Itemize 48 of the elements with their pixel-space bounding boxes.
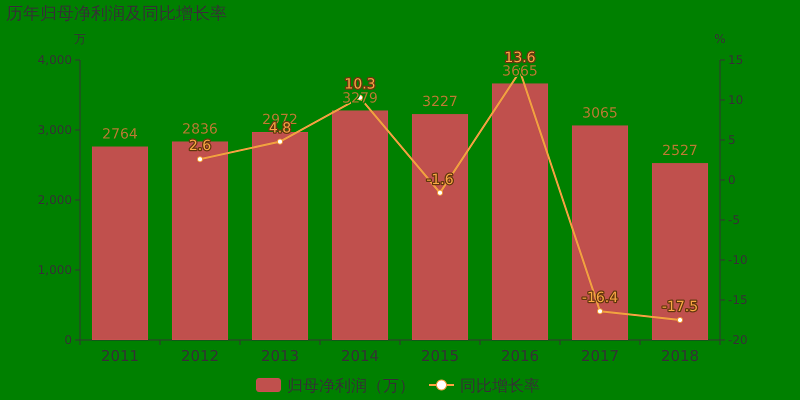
- data-label: 10.3: [344, 76, 376, 93]
- x-tick-label: 2017: [580, 347, 620, 365]
- y-tick-label: 1,000: [38, 263, 72, 277]
- y2-tick-label: -5: [728, 213, 740, 227]
- y-tick-label: 4,000: [38, 53, 72, 67]
- bar: [652, 163, 708, 340]
- point: [277, 138, 283, 145]
- y-tick-label: 3,000: [38, 123, 72, 137]
- legend-label: 同比增长率: [460, 376, 540, 395]
- data-label: 2764: [102, 126, 138, 143]
- bar: [252, 132, 308, 340]
- x-tick-label: 2012: [180, 347, 220, 365]
- y2-tick-label: -10: [728, 253, 748, 267]
- bar: [572, 125, 628, 340]
- bar: [412, 114, 468, 340]
- x-tick-label: 2016: [500, 347, 540, 365]
- x-tick-label: 2011: [100, 347, 140, 365]
- data-label: 13.6: [504, 50, 536, 66]
- data-label: 2.6: [188, 138, 212, 154]
- chart-title: 历年归母净利润及同比增长率: [6, 4, 227, 24]
- legend-label: 归母净利润（万）: [287, 376, 415, 395]
- point: [677, 317, 683, 323]
- data-label: 2836: [182, 121, 218, 138]
- point: [437, 190, 443, 196]
- y2-tick-label: -15: [728, 293, 748, 307]
- y-tick-label: 0: [64, 333, 72, 347]
- y-axis-title: 万: [74, 32, 86, 46]
- point: [597, 308, 603, 314]
- bar: [92, 146, 148, 340]
- x-tick-label: 2014: [340, 347, 380, 365]
- bar: [172, 141, 228, 340]
- y2-axis-title: %: [714, 32, 726, 46]
- point: [197, 156, 203, 162]
- x-tick-label: 2018: [660, 347, 700, 365]
- data-label: 3227: [422, 94, 458, 110]
- y2-tick-label: 15: [728, 53, 744, 67]
- y2-tick-label: 10: [728, 93, 744, 107]
- x-tick-label: 2013: [260, 347, 300, 365]
- y2-tick-label: -20: [728, 333, 748, 347]
- x-tick-label: 2015: [420, 347, 460, 365]
- y2-tick-label: 0: [728, 173, 736, 187]
- data-label: 3065: [582, 105, 618, 122]
- data-label: 2527: [662, 143, 698, 160]
- y-tick-label: 2,000: [38, 193, 72, 207]
- y2-tick-label: 5: [728, 133, 736, 147]
- data-label: -17.5: [662, 299, 698, 315]
- bar: [492, 83, 548, 340]
- bar: [332, 110, 388, 340]
